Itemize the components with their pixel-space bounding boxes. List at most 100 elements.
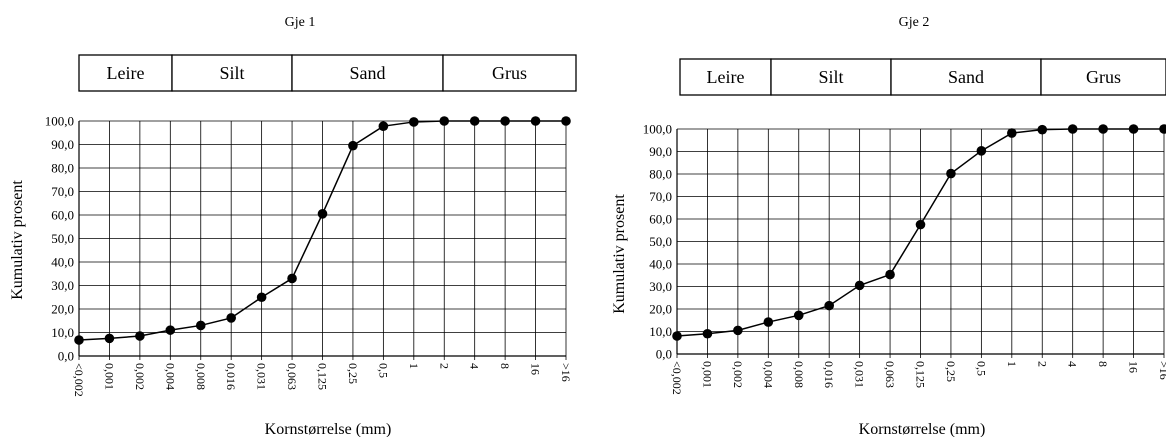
data-point (135, 331, 145, 341)
x-tick-label: <0,002 (670, 361, 684, 395)
y-tick-label: 90,0 (51, 137, 74, 152)
data-point (915, 219, 926, 230)
y-tick-label: 70,0 (51, 184, 74, 199)
y-tick-label: 80,0 (649, 167, 672, 182)
data-point (195, 320, 206, 331)
data-point (378, 121, 389, 131)
soil-class-box (171, 54, 293, 92)
data-point (885, 269, 895, 280)
y-tick-label: 100,0 (643, 122, 672, 137)
data-point (104, 333, 115, 344)
x-tick-label: 2 (1035, 361, 1049, 367)
soil-class-label: Grus (1086, 67, 1121, 87)
x-tick-labels: <0,002 0,001 0,002 0,004 0,008 0,016 0,031 0,06… (670, 361, 1166, 395)
data-point (165, 325, 176, 335)
data-point (946, 168, 956, 179)
data-point (976, 146, 987, 156)
x-tick-label: 0,008 (194, 363, 208, 390)
y-tick-label: 90,0 (649, 144, 672, 159)
x-tick-label: 16 (529, 363, 543, 375)
y-tick-label: 60,0 (51, 208, 74, 223)
chart-gje-2: Gje 2 Leire Silt Sand Grus 0,0 10,0 20,0 30,0 4… (611, 15, 1166, 437)
x-tick-label: 0,001 (700, 361, 714, 388)
data-point (1007, 128, 1017, 138)
y-tick-label: 50,0 (649, 234, 672, 249)
data-point (256, 292, 267, 303)
x-tick-label: >16 (1157, 361, 1166, 380)
x-tick-label: 1 (407, 363, 421, 369)
x-tick-label: 0,5 (376, 363, 390, 378)
x-tick-label: 0,002 (133, 363, 147, 390)
soil-class-bar: Leire Silt Sand Grus (679, 58, 1166, 96)
x-tick-label: 0,004 (761, 361, 775, 388)
chart-title: Gje 1 (285, 15, 316, 30)
soil-class-label: Leire (707, 67, 745, 87)
y-tick-label: 60,0 (649, 212, 672, 227)
chart-gje-1: Gje 1 Leire Silt Sand Grus 0,0 10,0 20,0 30,0 4… (9, 15, 577, 437)
x-tick-label: 0,016 (822, 361, 836, 388)
x-tick-label: 0,031 (853, 361, 867, 388)
x-tick-label: 8 (498, 363, 512, 369)
x-axis-label: Kornstørrelse (mm) (265, 421, 392, 437)
x-tick-label: 8 (1096, 361, 1110, 367)
x-tick-label: 0,031 (255, 363, 269, 390)
y-tick-label: 0,0 (58, 349, 74, 364)
x-tick-label: >16 (559, 363, 573, 382)
x-tick-label: 0,001 (102, 363, 116, 390)
data-point (439, 116, 450, 126)
y-tick-label: 30,0 (51, 278, 74, 293)
data-point (793, 310, 804, 321)
data-point (469, 116, 480, 126)
data-point (348, 140, 358, 151)
x-tick-label: 0,5 (974, 361, 988, 376)
data-point (226, 313, 236, 323)
data-point (287, 273, 297, 284)
x-tick-labels: <0,002 0,001 0,002 0,004 0,008 0,016 0,031 0,06… (72, 363, 573, 397)
x-tick-label: 0,125 (316, 363, 330, 390)
x-tick-label: 0,063 (285, 363, 299, 390)
soil-class-box (770, 58, 892, 96)
y-tick-label: 40,0 (51, 255, 74, 270)
y-tick-label: 10,0 (649, 324, 672, 339)
x-tick-label: 2 (437, 363, 451, 369)
x-tick-label: <0,002 (72, 363, 86, 397)
data-point (854, 280, 865, 291)
soil-class-bar: Leire Silt Sand Grus (78, 54, 577, 92)
y-tick-labels: 0,0 10,0 20,0 30,0 40,0 50,0 60,0 70,0 80,0 90,0 1… (643, 122, 672, 362)
data-point (74, 335, 84, 345)
soil-class-box (890, 58, 1042, 96)
soil-class-label: Grus (492, 63, 527, 83)
y-tick-label: 100,0 (45, 114, 74, 129)
x-tick-label: 0,125 (914, 361, 928, 388)
y-axis-label: Kumulativ prosent (611, 194, 628, 314)
x-tick-label: 0,004 (163, 363, 177, 390)
data-point (500, 116, 510, 126)
grid (78, 120, 567, 360)
x-tick-label: 0,063 (883, 361, 897, 388)
data-point (824, 300, 834, 311)
data-point (702, 328, 713, 339)
x-tick-label: 0,25 (346, 363, 360, 384)
y-tick-label: 70,0 (649, 189, 672, 204)
y-tick-label: 0,0 (656, 347, 672, 362)
y-tick-label: 10,0 (51, 325, 74, 340)
data-point (733, 325, 743, 336)
data-point (317, 209, 328, 219)
data-point (1159, 124, 1166, 134)
soil-class-box (291, 54, 444, 92)
series (74, 116, 571, 345)
series (672, 124, 1166, 341)
y-tick-label: 20,0 (51, 302, 74, 317)
x-tick-label: 0,008 (792, 361, 806, 388)
x-tick-label: 0,002 (731, 361, 745, 388)
chart-title: Gje 2 (899, 15, 930, 30)
y-tick-label: 40,0 (649, 257, 672, 272)
soil-class-label: Silt (818, 67, 843, 87)
x-tick-label: 4 (1066, 361, 1080, 367)
data-point (1037, 124, 1048, 135)
x-tick-label: 0,016 (224, 363, 238, 390)
y-tick-labels: 0,0 10,0 20,0 30,0 40,0 50,0 60,0 70,0 80,0 90,0 1… (45, 114, 74, 364)
soil-class-box (1040, 58, 1166, 96)
soil-class-label: Sand (948, 67, 984, 87)
